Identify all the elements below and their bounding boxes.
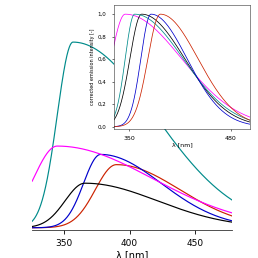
X-axis label: λ [nm]: λ [nm]: [116, 251, 148, 258]
Y-axis label: corrected emission intensity [-]: corrected emission intensity [-]: [90, 29, 95, 105]
X-axis label: λ [nm]: λ [nm]: [172, 142, 192, 147]
